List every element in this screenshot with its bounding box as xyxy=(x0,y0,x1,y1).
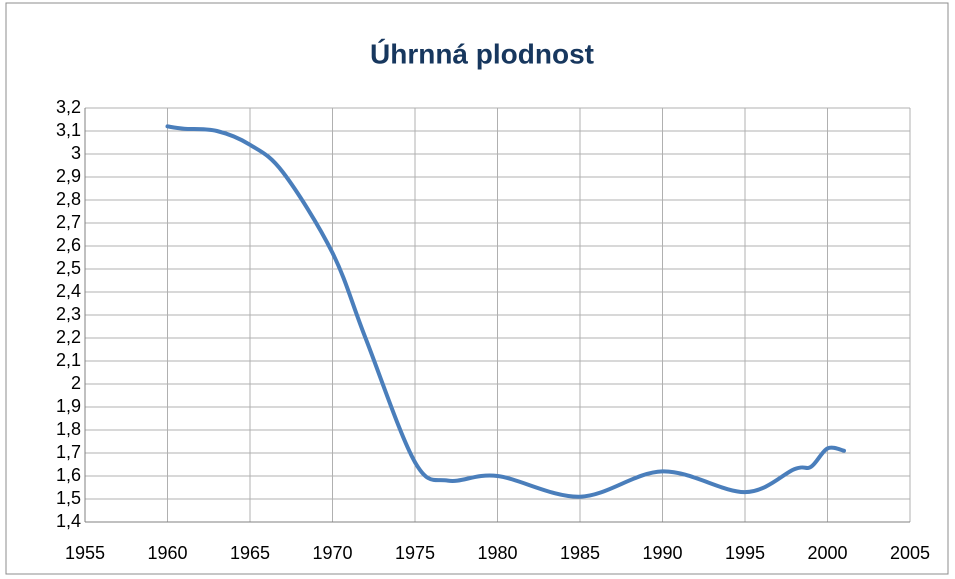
y-tick-label: 2,2 xyxy=(56,327,81,347)
y-tick-label: 3 xyxy=(71,143,81,163)
y-tick-label: 1,4 xyxy=(56,511,81,531)
y-tick-label: 2,1 xyxy=(56,350,81,370)
y-tick-label: 1,7 xyxy=(56,442,81,462)
x-tick-label: 1955 xyxy=(65,543,105,563)
y-tick-label: 2,9 xyxy=(56,166,81,186)
y-tick-label: 3,2 xyxy=(56,97,81,117)
x-tick-label: 1985 xyxy=(560,543,600,563)
x-tick-label: 1980 xyxy=(477,543,517,563)
x-tick-label: 1965 xyxy=(230,543,270,563)
y-tick-label: 3,1 xyxy=(56,120,81,140)
y-tick-label: 2,4 xyxy=(56,281,81,301)
x-tick-label: 1960 xyxy=(147,543,187,563)
y-tick-label: 2,6 xyxy=(56,235,81,255)
y-tick-label: 1,5 xyxy=(56,488,81,508)
x-tick-label: 1970 xyxy=(312,543,352,563)
x-tick-label: 1995 xyxy=(725,543,765,563)
y-tick-label: 1,8 xyxy=(56,419,81,439)
x-tick-label: 1990 xyxy=(642,543,682,563)
y-tick-label: 2,8 xyxy=(56,189,81,209)
y-tick-label: 1,9 xyxy=(56,396,81,416)
x-tick-label: 1975 xyxy=(395,543,435,563)
y-tick-label: 1,6 xyxy=(56,465,81,485)
chart-frame xyxy=(5,2,949,575)
x-tick-label: 2000 xyxy=(807,543,847,563)
y-tick-label: 2,5 xyxy=(56,258,81,278)
data-line xyxy=(165,124,846,499)
y-tick-label: 2,3 xyxy=(56,304,81,324)
x-tick-label: 2005 xyxy=(890,543,930,563)
y-tick-label: 2 xyxy=(71,373,81,393)
y-tick-label: 2,7 xyxy=(56,212,81,232)
chart-title: Úhrnná plodnost xyxy=(370,38,594,69)
